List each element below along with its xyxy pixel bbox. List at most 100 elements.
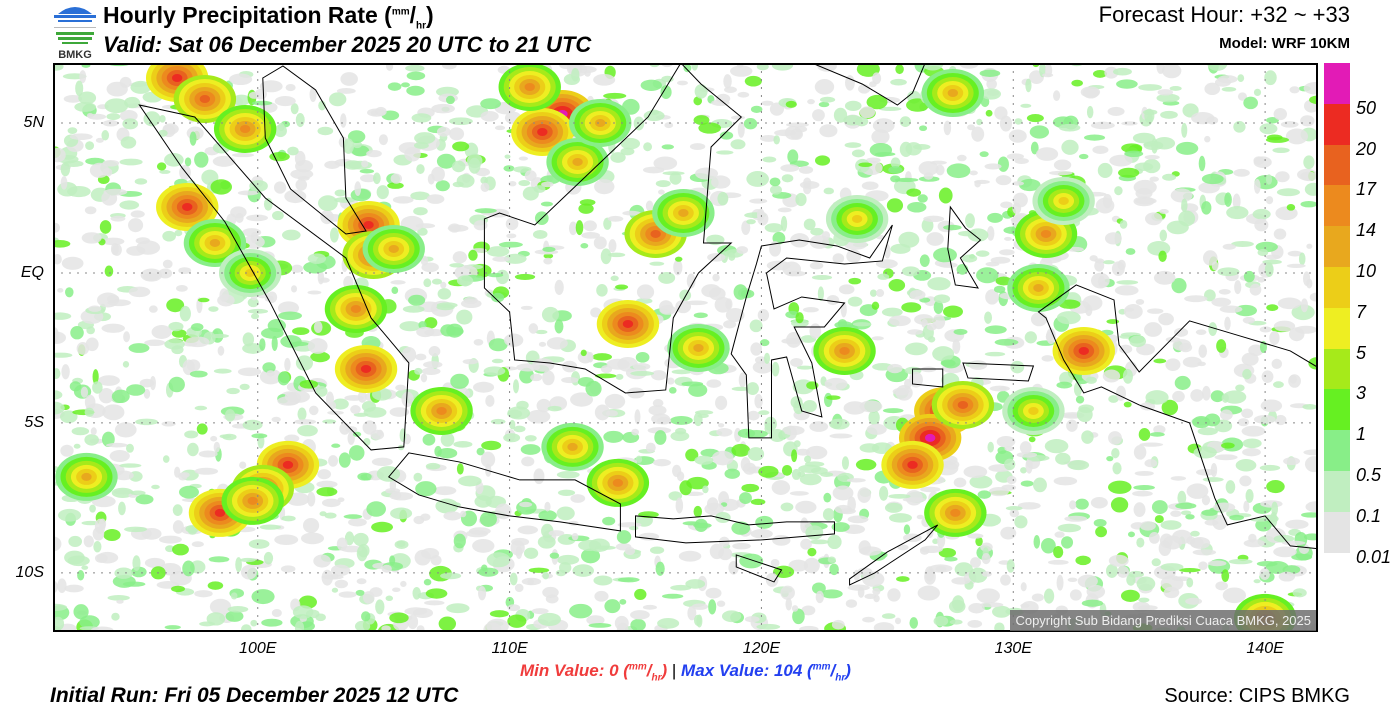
rain-cell — [612, 478, 624, 487]
colorbar-band — [1324, 144, 1350, 186]
map-title: Hourly Precipitation Rate (mm/hr) — [103, 2, 434, 32]
lat-tick-label: 5N — [23, 113, 44, 131]
rain-cell — [171, 73, 183, 82]
colorbar-label: 14 — [1356, 220, 1377, 241]
rain-cell — [1028, 406, 1039, 415]
rain-cell — [950, 508, 961, 517]
rain-cell — [388, 244, 399, 253]
coastline-java — [387, 452, 621, 532]
lon-tick-label: 130E — [994, 640, 1032, 657]
coastline-bali-flores — [635, 515, 835, 544]
rain-cell — [247, 496, 258, 505]
rain-cell — [537, 127, 548, 136]
title-text: Hourly Precipitation Rate ( — [103, 2, 392, 28]
rain-cell — [839, 346, 850, 355]
rain-cell — [595, 118, 606, 127]
rain-cell — [214, 508, 226, 517]
colorbar-band — [1324, 307, 1350, 349]
valid-time: Valid: Sat 06 December 2025 20 UTC to 21… — [103, 32, 592, 57]
max-value: Max Value: 104 (mm/hr) — [681, 661, 851, 684]
colorbar-label: 3 — [1356, 383, 1367, 404]
colorbar-label: 17 — [1356, 179, 1377, 200]
rain-cell — [650, 229, 661, 238]
lon-tick-label: 100E — [239, 640, 277, 657]
rain-cell — [1033, 283, 1044, 292]
colorbar-label: 20 — [1356, 138, 1377, 159]
lon-tick-label: 120E — [742, 640, 781, 657]
rain-cell — [363, 220, 374, 229]
map-canvas — [55, 65, 1316, 630]
lat-tick-label: 5S — [24, 413, 44, 431]
lon-tick-label: 110E — [491, 640, 528, 657]
colorbar-label: 10 — [1356, 261, 1377, 281]
rain-cell — [678, 208, 689, 217]
min-max-values: Min Value: 0 (mm/hr) | Max Value: 104 (m… — [520, 661, 851, 684]
colorbar-band — [1324, 511, 1350, 553]
rain-cell — [924, 433, 936, 442]
separator: | — [671, 661, 677, 680]
colorbar-label: 50 — [1356, 97, 1377, 118]
colorbar-band — [1324, 185, 1350, 227]
rain-cell — [350, 304, 362, 313]
colorbar-band — [1324, 389, 1350, 431]
lat-tick-label: EQ — [20, 263, 44, 281]
rain-cell — [693, 343, 704, 352]
coastline-sumba — [735, 554, 783, 583]
colorbar-band — [1324, 63, 1350, 104]
colorbar-label: 0.5 — [1356, 465, 1382, 485]
rain-cell — [81, 472, 92, 481]
colorbar-label: 7 — [1356, 301, 1367, 322]
colorbar-label: 1 — [1356, 424, 1367, 445]
rain-cell — [182, 202, 193, 211]
rain-cell — [572, 157, 583, 166]
colorbar-band — [1324, 266, 1350, 308]
rain-cell — [622, 319, 634, 328]
rain-cell — [199, 94, 211, 103]
rain-cell — [282, 460, 294, 469]
lon-tick-label: 140E — [1246, 640, 1284, 657]
coastline-sulawesi — [730, 224, 893, 439]
colorbar — [1324, 63, 1350, 553]
coastline-new-guinea — [1037, 284, 1316, 549]
unit-top: mm — [391, 6, 410, 18]
colorbar-band — [1324, 430, 1350, 471]
min-value: Min Value: 0 (mm/hr) — [520, 661, 668, 684]
coastline-borneo — [483, 65, 743, 394]
title-close: ) — [426, 2, 434, 28]
coastline-seram — [962, 362, 1035, 382]
copyright-notice: Copyright Sub Bidang Prediksi Cuaca BMKG… — [1010, 610, 1316, 631]
svg-text:BMKG: BMKG — [58, 49, 92, 60]
rain-cell — [851, 214, 863, 223]
colorbar-band — [1324, 348, 1350, 390]
rain-cell — [436, 406, 447, 415]
coastline-mindanao — [815, 65, 925, 106]
unit-bottom: hr — [416, 20, 427, 32]
rain-cell — [1078, 346, 1089, 355]
rain-cell — [209, 238, 221, 247]
precipitation-map[interactable] — [53, 63, 1318, 632]
rain-cell — [1040, 229, 1052, 238]
model-label: Model: WRF 10KM — [1219, 35, 1350, 52]
precip-speckle — [55, 65, 1316, 630]
colorbar-band — [1324, 226, 1350, 267]
rain-cell — [524, 82, 535, 91]
coastline-buru — [912, 368, 944, 388]
colorbar-band — [1324, 103, 1350, 145]
lat-tick-label: 10S — [15, 563, 44, 581]
rain-cell — [947, 88, 959, 97]
rain-cell — [1058, 196, 1069, 205]
bmkg-logo: BMKG — [50, 2, 100, 61]
colorbar-band — [1324, 470, 1350, 512]
coastline-halmahera — [947, 205, 982, 289]
colorbar-label: 0.01 — [1356, 546, 1392, 567]
rain-cell — [957, 400, 969, 409]
rain-cell — [907, 460, 918, 469]
colorbar-label: 0.1 — [1356, 505, 1382, 526]
forecast-hour: Forecast Hour: +32 ~ +33 — [1098, 2, 1350, 27]
rain-cell — [239, 124, 251, 133]
colorbar-label: 5 — [1356, 342, 1367, 363]
initial-run: Initial Run: Fri 05 December 2025 12 UTC — [50, 684, 459, 707]
coastline-malay-peninsula — [262, 65, 367, 235]
source-label: Source: CIPS BMKG — [1164, 685, 1350, 707]
coastline-sumatra — [138, 104, 410, 451]
